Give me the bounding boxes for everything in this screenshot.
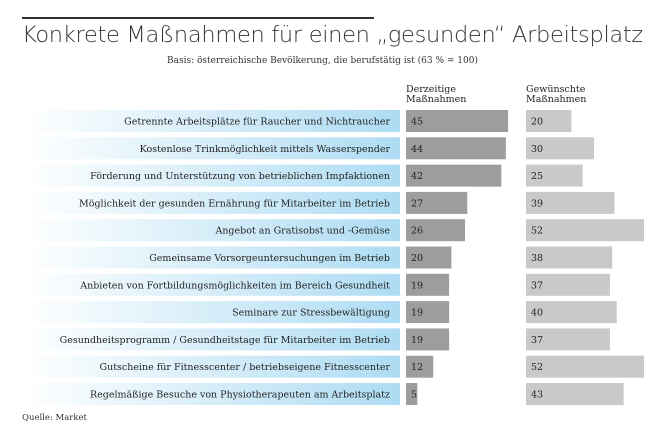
category-label: Gutscheine für Fitnesscenter / betriebse… [100, 362, 391, 373]
chart-row: Möglichkeit der gesunden Ernährung für M… [22, 191, 615, 214]
value-label-desired: 43 [531, 390, 543, 401]
bar-current [406, 328, 450, 351]
row-label-band [22, 219, 400, 242]
row-label-band [22, 301, 400, 324]
value-label-desired: 30 [531, 144, 543, 155]
value-label-current: 26 [411, 226, 423, 237]
category-label: Angebot an Gratisobst und -Gemüse [214, 226, 390, 237]
bar-desired [526, 383, 624, 405]
category-label: Möglichkeit der gesunden Ernährung für M… [79, 198, 390, 209]
value-label-desired: 37 [531, 335, 543, 346]
value-label-current: 27 [411, 198, 423, 209]
bar-desired [526, 328, 610, 351]
category-label: Gemeinsame Vorsorgeuntersuchungen im Bet… [149, 253, 390, 264]
bar-current [406, 191, 468, 214]
bar-desired [526, 164, 583, 187]
bar-desired [526, 219, 644, 242]
source-note: Quelle: Market [22, 413, 87, 423]
row-label-band [22, 246, 400, 269]
bar-current [406, 273, 450, 296]
row-label-band [22, 355, 400, 378]
value-label-desired: 40 [531, 308, 543, 319]
value-label-current: 5 [411, 390, 417, 401]
value-label-current: 12 [411, 362, 423, 373]
chart-row: Gesundheitsprogramm / Gesundheitstage fü… [22, 328, 610, 351]
row-label-band [22, 328, 400, 351]
chart-subtitle: Basis: österreichische Bevölkerung, die … [167, 56, 478, 66]
category-label: Förderung und Unterstützung von betriebl… [90, 171, 390, 182]
bar-current [406, 355, 434, 378]
legend-desired-measures: Gewünschte Maßnahmen [526, 84, 587, 105]
category-label: Getrennte Arbeitsplätze für Raucher und … [124, 117, 390, 128]
bar-current [406, 137, 506, 160]
row-label-band [22, 110, 400, 132]
category-label: Regelmäßige Besuche von Physiotherapeute… [90, 390, 390, 401]
row-label-band [22, 137, 400, 160]
value-label-current: 19 [411, 280, 423, 291]
chart-row: Gutscheine für Fitnesscenter / betriebse… [22, 355, 644, 378]
value-label-current: 44 [411, 144, 423, 155]
chart-row: Getrennte Arbeitsplätze für Raucher und … [22, 110, 572, 132]
bar-desired [526, 110, 572, 132]
category-label: Anbieten von Fortbildungsmöglichkeiten i… [79, 280, 390, 291]
chart-row: Angebot an Gratisobst und -Gemüse 26 52 [22, 219, 644, 242]
category-label: Gesundheitsprogramm / Gesundheitstage fü… [60, 335, 390, 346]
bar-current [406, 246, 452, 269]
chart-title: Konkrete Maßnahmen für einen „gesunden“ … [22, 22, 643, 48]
value-label-desired: 37 [531, 280, 543, 291]
chart-row: Förderung und Unterstützung von betriebl… [22, 164, 583, 187]
bar-desired [526, 355, 644, 378]
value-label-desired: 52 [531, 226, 543, 237]
value-label-desired: 52 [531, 362, 543, 373]
bar-current [406, 383, 418, 405]
bar-desired [526, 191, 615, 214]
value-label-current: 45 [411, 117, 423, 128]
value-label-desired: 20 [531, 117, 543, 128]
chart-row: Regelmäßige Besuche von Physiotherapeute… [22, 383, 624, 405]
value-label-current: 19 [411, 335, 423, 346]
row-label-band [22, 383, 400, 405]
value-label-current: 19 [411, 308, 423, 319]
row-label-band [22, 164, 400, 187]
chart-row: Gemeinsame Vorsorgeuntersuchungen im Bet… [22, 246, 613, 269]
bar-desired [526, 301, 617, 324]
category-label: Seminare zur Stressbewältigung [232, 308, 390, 319]
chart-row: Seminare zur Stressbewältigung 19 40 [22, 301, 617, 324]
value-label-desired: 39 [531, 198, 543, 209]
row-label-band [22, 191, 400, 214]
chart-row: Anbieten von Fortbildungsmöglichkeiten i… [22, 273, 610, 296]
bar-current [406, 110, 509, 132]
value-label-desired: 25 [531, 171, 543, 182]
bar-desired [526, 246, 613, 269]
value-label-desired: 38 [531, 253, 543, 264]
bar-desired [526, 137, 595, 160]
bar-current [406, 219, 465, 242]
bar-current [406, 164, 502, 187]
row-label-band [22, 273, 400, 296]
value-label-current: 42 [411, 171, 423, 182]
category-label: Kostenlose Trinkmöglichkeit mittels Wass… [140, 144, 391, 155]
bar-current [406, 301, 450, 324]
value-label-current: 20 [411, 253, 423, 264]
chart-row: Kostenlose Trinkmöglichkeit mittels Wass… [22, 137, 595, 160]
bar-desired [526, 273, 610, 296]
title-rule [22, 17, 374, 19]
legend-current-measures: Derzeitige Maßnahmen [406, 84, 467, 105]
